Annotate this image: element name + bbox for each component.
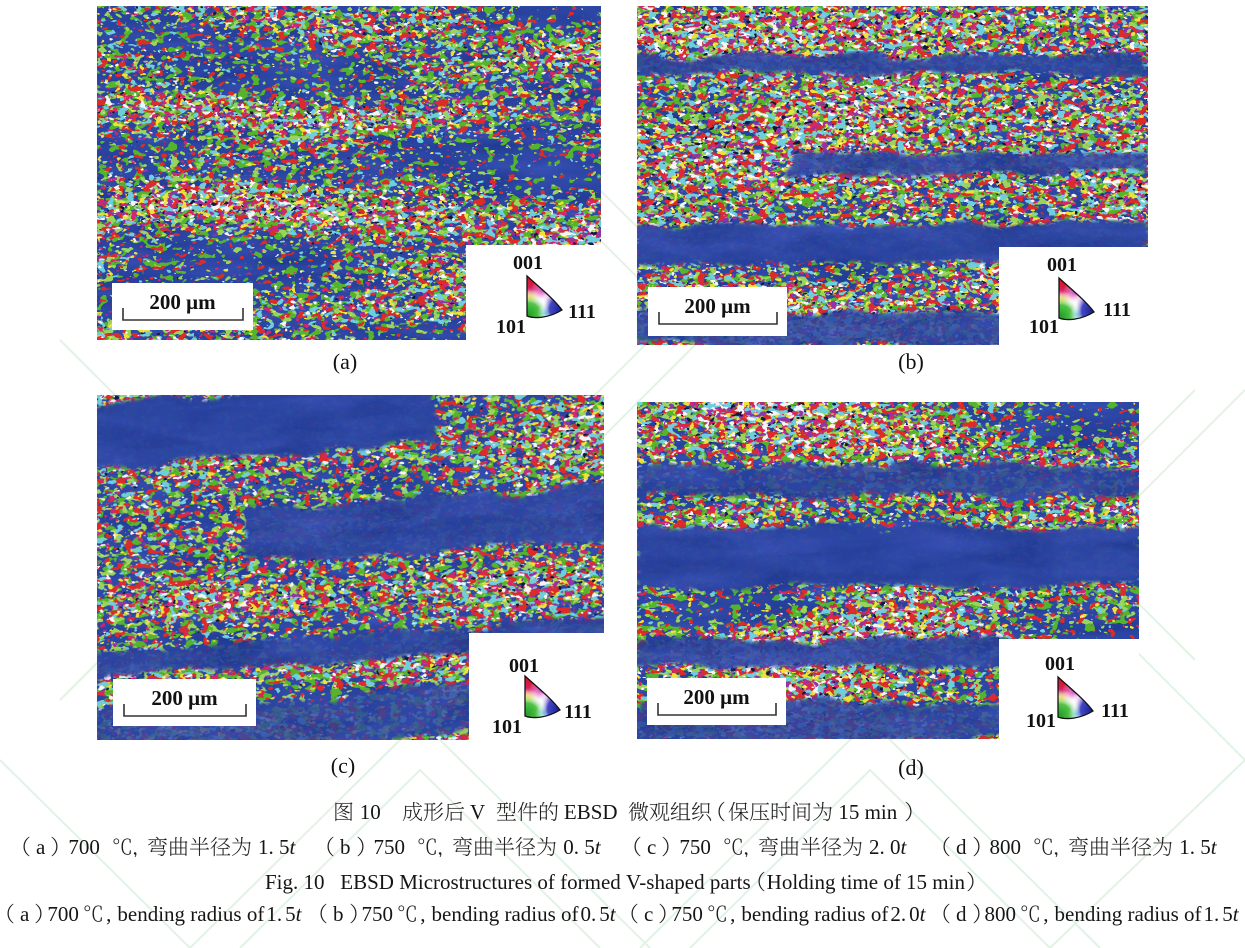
svg-text:001: 001 xyxy=(513,252,543,274)
svg-text:101: 101 xyxy=(1029,316,1059,338)
svg-text:200 μm: 200 μm xyxy=(683,685,750,709)
svg-text:001: 001 xyxy=(1047,254,1077,276)
svg-text:001: 001 xyxy=(509,655,539,677)
svg-text:111: 111 xyxy=(1101,700,1129,722)
svg-text:200 μm: 200 μm xyxy=(149,290,216,314)
svg-text:111: 111 xyxy=(564,701,592,723)
svg-text:200 μm: 200 μm xyxy=(151,686,218,710)
svg-text:101: 101 xyxy=(496,316,526,338)
svg-text:111: 111 xyxy=(1103,299,1131,321)
svg-text:200 μm: 200 μm xyxy=(684,294,751,318)
svg-text:101: 101 xyxy=(492,716,522,738)
svg-text:111: 111 xyxy=(568,301,596,323)
svg-text:001: 001 xyxy=(1045,653,1075,675)
svg-text:101: 101 xyxy=(1026,710,1056,732)
